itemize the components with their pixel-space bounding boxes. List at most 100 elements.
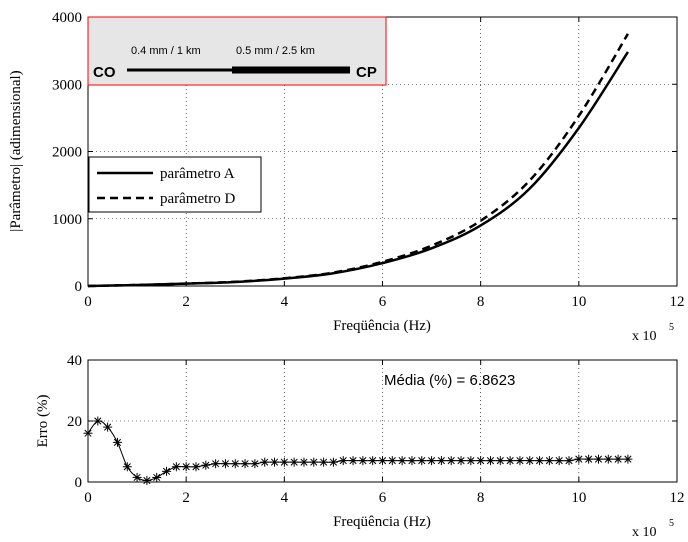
bottom-chart-panel: 0 2 4 6 8 10 12 0 20 40 Média (%) = 6.8623 Freqüê… (35, 353, 685, 540)
bottom-data-point (230, 459, 240, 469)
bottom-data-point (348, 456, 358, 466)
top-y-tick-label: 1000 (52, 212, 82, 228)
bottom-xlabel: Freqüência (Hz) (333, 514, 431, 530)
bottom-data-point (515, 456, 525, 466)
bottom-data-point (211, 459, 221, 469)
bottom-data-point (319, 457, 329, 467)
bottom-x-tick-label: 8 (477, 490, 485, 506)
bottom-data-point (240, 459, 250, 469)
top-y-tick-label: 0 (75, 279, 83, 295)
top-x-tick-label: 2 (182, 294, 190, 310)
bottom-data-point (397, 456, 407, 466)
bottom-data-point (171, 462, 181, 472)
bottom-data-point (593, 454, 603, 464)
bottom-data-point (299, 457, 309, 467)
bottom-x-tick-label: 0 (84, 490, 92, 506)
bottom-data-point (623, 454, 633, 464)
bottom-data-point (495, 456, 505, 466)
bottom-data-point (564, 456, 574, 466)
bottom-y-tick-label: 20 (67, 414, 82, 430)
bottom-tick-labels: 0 2 4 6 8 10 12 0 20 40 (67, 353, 685, 506)
bottom-data-point (407, 456, 417, 466)
inset-left-label: CO (93, 64, 116, 81)
top-x-tick-label: 8 (477, 294, 485, 310)
bottom-y-tick-label: 40 (67, 353, 82, 369)
legend-label-D: parâmetro D (160, 191, 236, 207)
bottom-series-group (83, 416, 633, 485)
bottom-data-point (485, 456, 495, 466)
top-x-tick-label: 4 (281, 294, 289, 310)
bottom-data-point (446, 456, 456, 466)
inset-segment2-label: 0.5 mm / 2.5 km (236, 45, 315, 57)
legend-label-A: parâmetro A (160, 166, 235, 182)
bottom-ylabel: Erro (%) (35, 395, 51, 448)
top-x-tick-label: 6 (379, 294, 387, 310)
bottom-data-point (260, 457, 270, 467)
top-series-group (87, 33, 629, 288)
bottom-data-point (201, 460, 211, 470)
bottom-data-point (584, 454, 594, 464)
bottom-axes-box (87, 359, 678, 483)
bottom-data-point (456, 456, 466, 466)
top-y-tick-label: 2000 (52, 145, 82, 161)
bottom-data-point (417, 456, 427, 466)
top-y-tick-label: 4000 (52, 10, 82, 26)
bottom-data-point (466, 456, 476, 466)
bottom-data-point (505, 456, 515, 466)
bottom-data-point (378, 456, 387, 466)
bottom-data-point (279, 457, 289, 467)
bottom-data-point (603, 454, 613, 464)
inset-right-label: CP (356, 64, 377, 81)
bottom-data-point (368, 456, 378, 466)
bottom-x-tick-label: 6 (379, 490, 387, 506)
bottom-data-point (436, 456, 446, 466)
bottom-data-point (613, 454, 623, 464)
legend-box (88, 156, 262, 213)
bottom-data-point (289, 457, 299, 467)
top-chart-panel: 0 2 4 6 8 10 12 0 1000 2000 3000 4000 CO CP 0.4 mm … (8, 10, 685, 344)
bottom-data-point (270, 457, 280, 467)
error-mean-annotation: Média (%) = 6.8623 (384, 372, 515, 389)
bottom-x-tick-label: 2 (182, 490, 190, 506)
bottom-data-point (191, 462, 201, 472)
bottom-x-multiplier-power: 5 (669, 518, 674, 529)
bottom-y-tick-label: 0 (75, 475, 83, 491)
inset-diagram: CO CP 0.4 mm / 1 km 0.5 mm / 2.5 km (87, 16, 387, 86)
bottom-data-point (309, 457, 319, 467)
bottom-data-point (554, 456, 564, 466)
bottom-data-point (152, 472, 162, 482)
bottom-data-point (122, 462, 132, 472)
top-x-tick-label: 10 (571, 294, 586, 310)
bottom-x-tick-label: 12 (670, 490, 685, 506)
top-x-multiplier: x 10 (632, 329, 657, 344)
top-ylabel: |Parâmetro| (adimensional) (8, 70, 24, 231)
top-x-tick-label: 12 (670, 294, 685, 310)
bottom-data-point (162, 466, 172, 476)
bottom-data-point (427, 456, 437, 466)
bottom-data-point (328, 457, 338, 467)
bottom-data-point (142, 475, 152, 485)
bottom-data-point (103, 422, 113, 432)
bottom-data-point (476, 456, 486, 466)
bottom-data-point (358, 456, 368, 466)
inset-box (87, 16, 387, 86)
legend: parâmetro A parâmetro D (88, 156, 262, 213)
inset-segment1-label: 0.4 mm / 1 km (131, 45, 201, 57)
top-x-multiplier-power: 5 (669, 322, 674, 333)
bottom-data-point (250, 459, 260, 469)
bottom-data-point (525, 456, 535, 466)
bottom-x-multiplier: x 10 (632, 525, 657, 540)
bottom-data-point (112, 437, 122, 447)
bottom-x-tick-label: 4 (281, 490, 289, 506)
top-x-tick-label: 0 (84, 294, 92, 310)
bottom-data-point (544, 456, 554, 466)
bottom-data-point (132, 472, 142, 482)
bottom-data-point (387, 456, 397, 466)
bottom-x-tick-label: 10 (571, 490, 586, 506)
bottom-data-point (338, 456, 348, 466)
top-y-tick-label: 3000 (52, 77, 82, 93)
top-xlabel: Freqüência (Hz) (333, 318, 431, 334)
top-tick-labels: 0 2 4 6 8 10 12 0 1000 2000 3000 4000 (52, 10, 685, 310)
bottom-data-point (535, 456, 545, 466)
